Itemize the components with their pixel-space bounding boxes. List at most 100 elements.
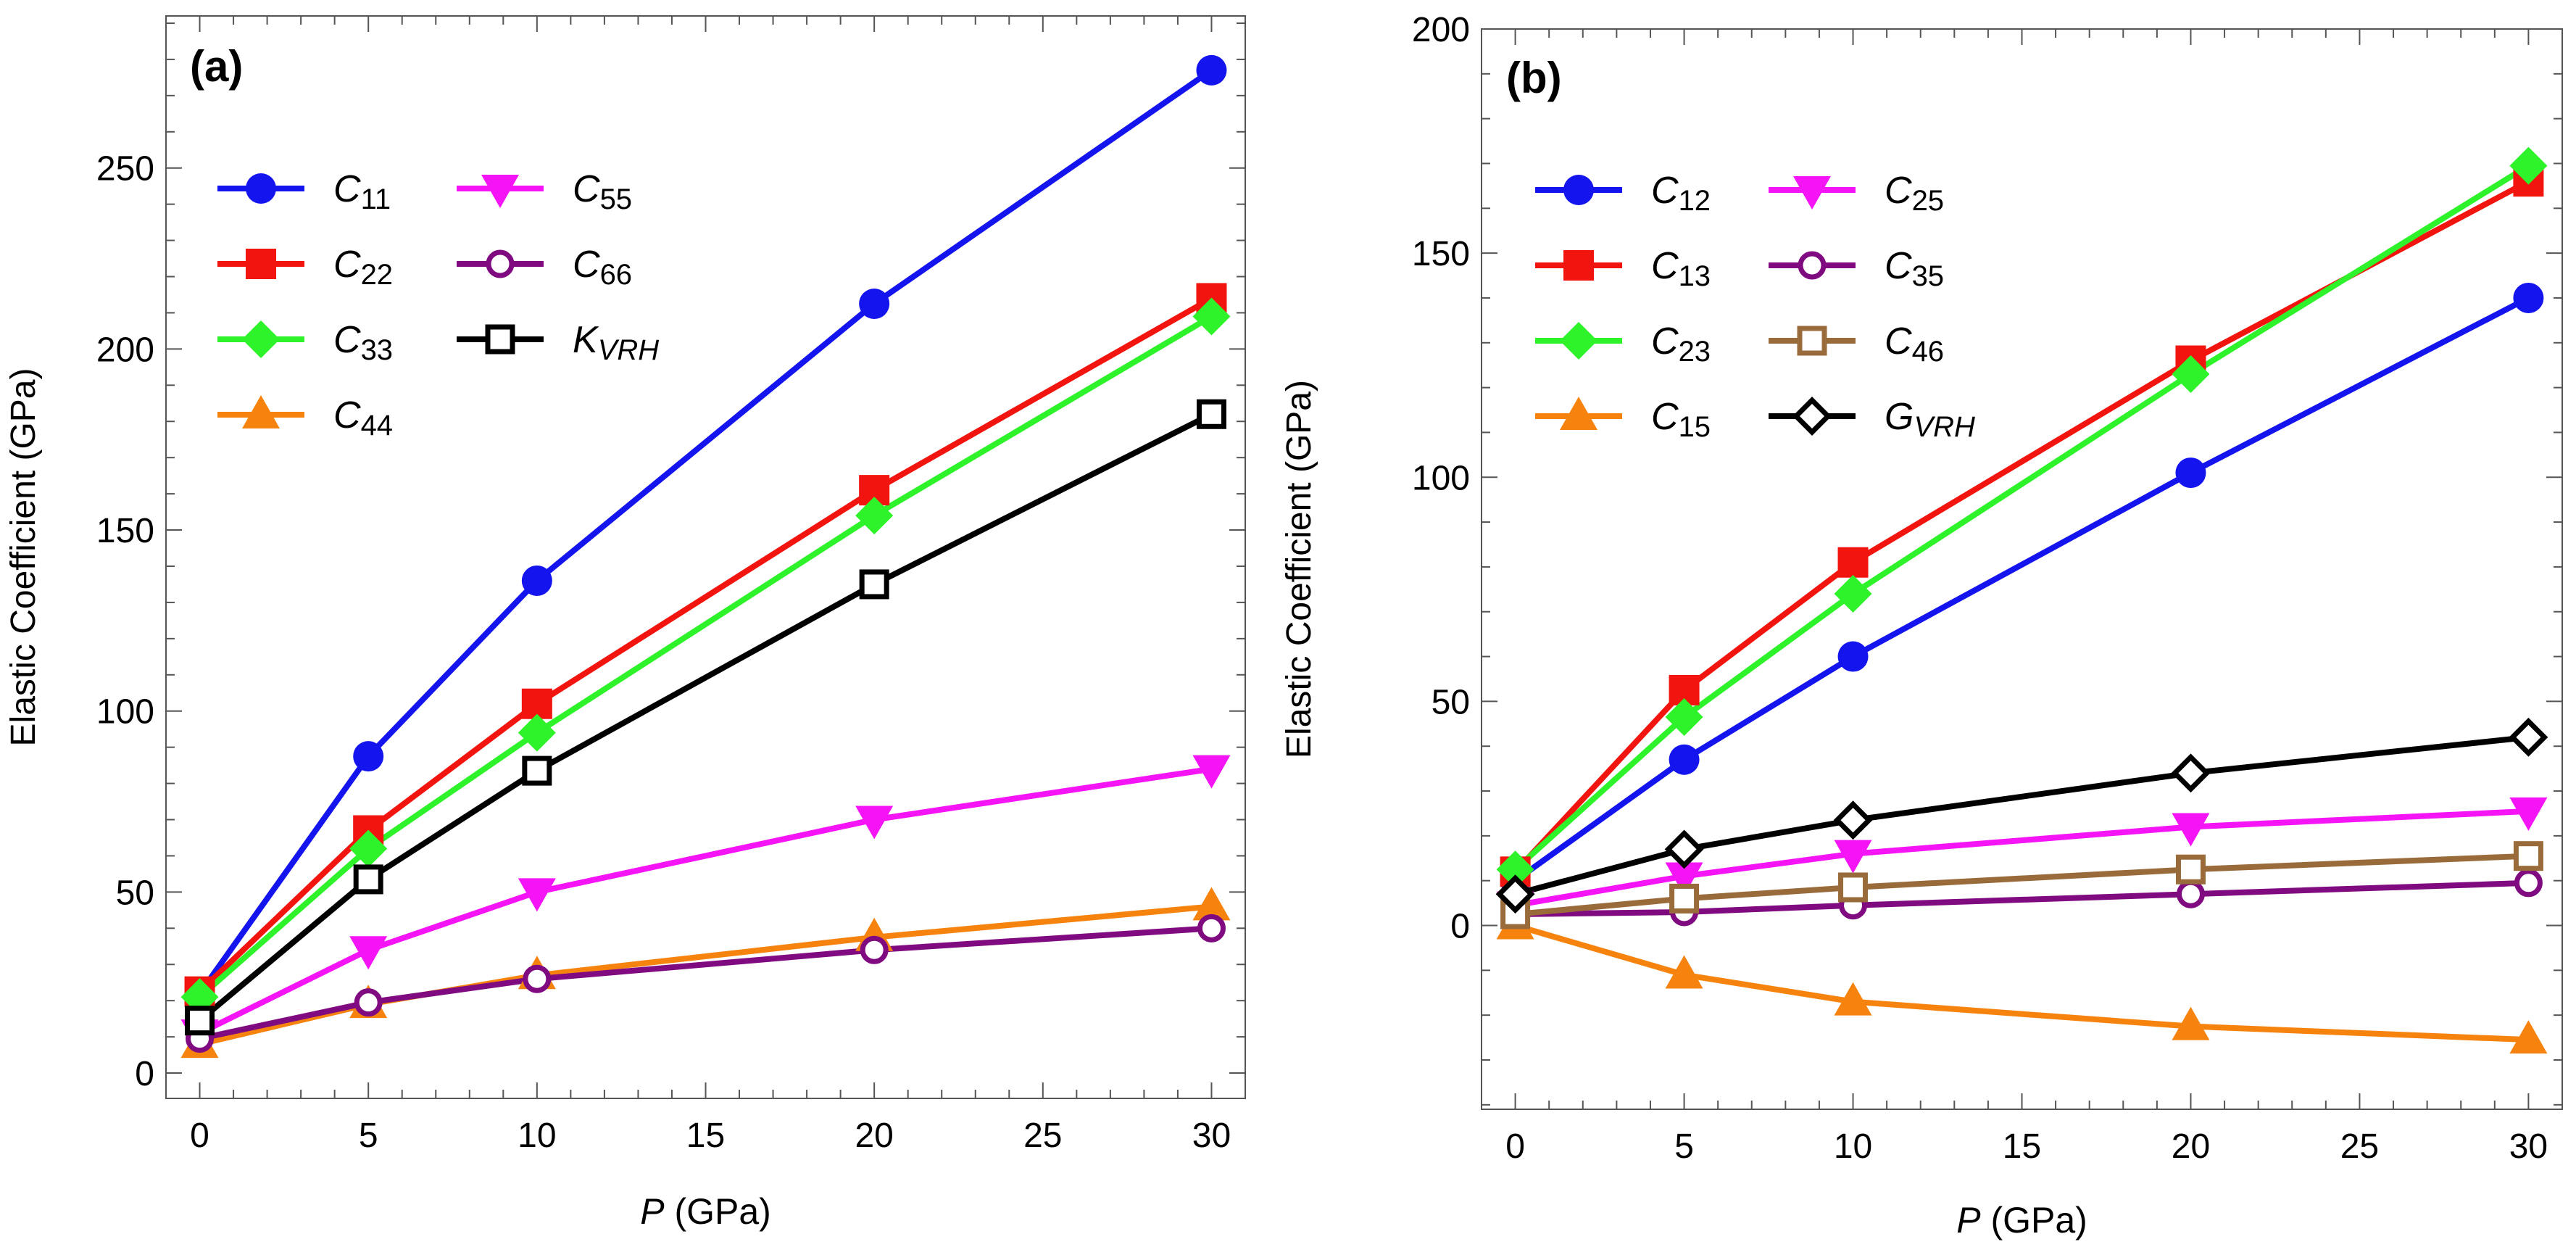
legend-marker-c11 — [246, 173, 276, 204]
data-point-c13 — [1837, 547, 1869, 578]
legend-label-subscript: 23 — [1679, 336, 1711, 368]
legend-label-subscript: 12 — [1679, 185, 1711, 217]
legend-marker-c66 — [486, 249, 515, 278]
legend-label-subscript: 35 — [1912, 260, 1945, 292]
legend-marker-c55 — [481, 175, 519, 208]
x-tick-label: 30 — [1192, 1117, 1231, 1155]
data-point-c35 — [2514, 869, 2543, 898]
legend-label-c11: C11 — [333, 168, 391, 215]
legend-marker-c13 — [1563, 250, 1594, 281]
legend-marker-c25 — [1793, 176, 1831, 210]
data-point-c23 — [1496, 850, 1534, 889]
legend-label-symbol: C — [1885, 170, 1912, 212]
data-point-c25 — [2509, 797, 2548, 831]
x-axis-label-variable: P — [1956, 1200, 1981, 1240]
data-point-c33 — [1192, 297, 1231, 336]
x-axis-label-variable: P — [640, 1191, 665, 1232]
legend-label-subscript: 13 — [1679, 260, 1711, 292]
x-tick-label: 10 — [1834, 1127, 1872, 1166]
x-tick-label: 0 — [190, 1117, 209, 1155]
legend-label-kvrh: KVRH — [573, 319, 659, 366]
x-tick-label: 20 — [855, 1117, 893, 1155]
y-axis-label: Elastic Coefficient (GPa) — [4, 368, 43, 747]
legend-label-c55: C55 — [573, 168, 632, 215]
x-tick-label: 10 — [518, 1117, 556, 1155]
legend-label-symbol: C — [333, 394, 361, 436]
data-point-c23 — [1665, 698, 1703, 737]
legend-label-symbol: C — [333, 244, 361, 286]
legend-label-c66: C66 — [573, 244, 632, 291]
data-point-c33 — [855, 497, 894, 535]
legend-label-c22: C22 — [333, 244, 393, 291]
legend-label-symbol: C — [1651, 245, 1679, 287]
y-tick-label: 200 — [96, 331, 154, 369]
data-point-gvrh — [2509, 717, 2548, 757]
legend-marker-gvrh — [1792, 397, 1832, 436]
y-axis-label: Elastic Coefficient (GPa) — [1280, 380, 1318, 758]
data-point-c25 — [1834, 840, 1872, 874]
data-point-kvrh — [859, 569, 889, 600]
panel-label-a: (a) — [190, 42, 243, 91]
legend-label-subscript: 11 — [361, 183, 391, 215]
data-point-c11 — [521, 565, 552, 596]
data-point-c46 — [1838, 872, 1869, 903]
panel-a: 0 5 10 15 20 25 30 0 50 100 150 200 250 Elastic Coeff… — [4, 15, 1246, 1232]
legend-label-subscript: 33 — [361, 334, 394, 366]
legend-label-subscript: VRH — [598, 334, 660, 366]
legend-marker-c33 — [242, 320, 280, 358]
series-line-c66 — [199, 925, 1212, 1042]
legend-label-subscript: 66 — [600, 259, 633, 291]
x-tick-label: 25 — [2340, 1127, 2379, 1166]
data-point-gvrh — [1833, 800, 1873, 840]
data-point-c23 — [2509, 146, 2548, 185]
data-point-gvrh — [1495, 874, 1535, 914]
data-point-c11 — [1196, 54, 1227, 86]
series-line-c25 — [1514, 808, 2529, 908]
data-point-c46 — [2175, 854, 2206, 885]
y-tick-label: 100 — [96, 693, 154, 732]
series-line-kvrh — [197, 411, 1213, 1023]
legend-label-symbol: C — [333, 319, 361, 361]
legend-marker-c46 — [1797, 326, 1827, 356]
legend-label-subscript: 25 — [1912, 185, 1945, 217]
data-point-c12 — [1669, 744, 1700, 775]
data-point-c66 — [1197, 914, 1226, 943]
data-point-c66 — [523, 964, 552, 993]
legend-label-symbol: C — [1885, 320, 1912, 363]
y-tick-label: 200 — [1412, 11, 1470, 49]
data-point-c46 — [1669, 883, 1700, 914]
legend-label-symbol: K — [573, 319, 599, 361]
data-point-c12 — [2513, 282, 2544, 313]
legend-label-c12: C12 — [1651, 170, 1711, 217]
data-point-c23 — [2172, 355, 2210, 394]
legend-label-subscript: 55 — [600, 183, 633, 215]
x-tick-label: 20 — [2172, 1127, 2210, 1166]
legend-label-symbol: C — [573, 244, 600, 286]
legend-label-subscript: 46 — [1912, 336, 1945, 368]
y-tick-label: 150 — [1412, 235, 1470, 273]
data-point-kvrh — [1196, 399, 1226, 429]
legend-label-subscript: VRH — [1914, 411, 1975, 443]
legend-label-subscript: 44 — [361, 410, 394, 442]
data-point-c35 — [2176, 879, 2205, 908]
series-line-c55 — [198, 766, 1213, 1036]
y-tick-label: 0 — [135, 1055, 154, 1093]
legend-label-c23: C23 — [1651, 320, 1711, 368]
legend-label-symbol: C — [1651, 320, 1679, 363]
x-tick-label: 0 — [1505, 1127, 1525, 1166]
legend-label-symbol: C — [333, 168, 361, 210]
legend-marker-c15 — [1560, 397, 1597, 430]
legend-label-c35: C35 — [1885, 245, 1944, 292]
data-point-c15 — [1665, 955, 1703, 989]
data-point-c44 — [1192, 887, 1231, 921]
legend-label-c15: C15 — [1651, 396, 1711, 443]
data-point-c15 — [2509, 1020, 2548, 1054]
data-point-c33 — [349, 829, 388, 868]
legend-label-c46: C46 — [1885, 320, 1944, 368]
y-tick-label: 50 — [1432, 683, 1470, 721]
series-line-c12 — [1513, 295, 2530, 883]
data-point-c15 — [1834, 982, 1872, 1016]
legend-label-symbol: C — [1651, 396, 1679, 438]
x-tick-label: 15 — [686, 1117, 725, 1155]
